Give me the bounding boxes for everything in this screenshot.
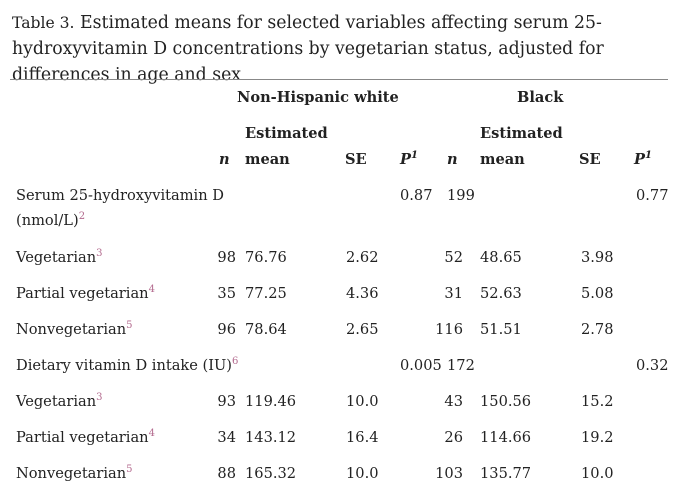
- cell-black-mean: 48.65: [480, 249, 522, 266]
- col-mean-white: mean: [245, 151, 290, 168]
- table-caption: Table 3. Estimated means for selected va…: [12, 10, 672, 88]
- top-rule: [10, 79, 668, 80]
- row-label: Partial vegetarian4: [16, 428, 155, 446]
- cell-black-n: 103: [435, 465, 463, 482]
- cell-white-n: 93: [217, 393, 236, 410]
- cell-black-se: 2.78: [581, 321, 614, 338]
- cell-white-mean: 165.32: [245, 465, 297, 482]
- group-header-black: Black: [517, 89, 564, 106]
- cell-black-n: 172: [447, 357, 475, 374]
- row-label: Partial vegetarian4: [16, 284, 155, 302]
- col-p-black-sup: 1: [644, 150, 652, 162]
- row-label: Dietary vitamin D intake (IU)6: [16, 356, 239, 374]
- col-mean-black: mean: [480, 151, 525, 168]
- row-label: Nonvegetarian5: [16, 464, 133, 482]
- cell-black-n: 116: [435, 321, 463, 338]
- col-se-white: SE: [345, 151, 367, 168]
- cell-black-se: 3.98: [581, 249, 614, 266]
- cell-white-n: 35: [217, 285, 236, 302]
- cell-white-mean: 77.25: [245, 285, 287, 302]
- col-se-black: SE: [579, 151, 601, 168]
- cell-white-mean: 143.12: [245, 429, 297, 446]
- table-label: Table 3.: [12, 14, 75, 32]
- cell-black-mean: 135.77: [480, 465, 532, 482]
- col-p-white-label: P: [400, 151, 411, 168]
- cell-white-se: 4.36: [346, 285, 379, 302]
- cell-black-mean: 51.51: [480, 321, 522, 338]
- caption-text: Estimated means for selected variables a…: [12, 13, 604, 85]
- cell-black-se: 5.08: [581, 285, 614, 302]
- col-n-black: n: [447, 151, 458, 168]
- cell-white-se: 2.65: [346, 321, 379, 338]
- row-label-continued: (nmol/L)2: [16, 211, 86, 229]
- cell-white-mean: 119.46: [245, 393, 297, 410]
- cell-white-mean: 78.64: [245, 321, 287, 338]
- cell-black-mean: 52.63: [480, 285, 522, 302]
- cell-white-p: 0.87: [400, 187, 433, 204]
- col-n-white: n: [219, 151, 230, 168]
- cell-white-n: 88: [217, 465, 236, 482]
- col-p-black: P1: [634, 151, 652, 169]
- cell-white-se: 10.0: [346, 393, 379, 410]
- cell-white-se: 16.4: [346, 429, 379, 446]
- cell-white-mean: 76.76: [245, 249, 287, 266]
- cell-black-se: 19.2: [581, 429, 614, 446]
- cell-white-n: 96: [217, 321, 236, 338]
- col-p-white: P1: [400, 151, 418, 169]
- row-label: Serum 25-hydroxyvitamin D: [16, 187, 224, 204]
- cell-black-n: 199: [447, 187, 475, 204]
- cell-white-p: 0.005: [400, 357, 442, 374]
- cell-white-n: 98: [217, 249, 236, 266]
- cell-black-p: 0.77: [636, 187, 669, 204]
- cell-black-mean: 114.66: [480, 429, 532, 446]
- cell-black-n: 26: [444, 429, 463, 446]
- cell-white-se: 10.0: [346, 465, 379, 482]
- cell-white-n: 34: [217, 429, 236, 446]
- cell-black-n: 43: [444, 393, 463, 410]
- col-p-white-sup: 1: [410, 150, 418, 162]
- cell-black-se: 10.0: [581, 465, 614, 482]
- col-estimated-white: Estimated: [245, 125, 328, 142]
- cell-black-mean: 150.56: [480, 393, 532, 410]
- col-estimated-black: Estimated: [480, 125, 563, 142]
- cell-black-p: 0.32: [636, 357, 669, 374]
- col-p-black-label: P: [634, 151, 645, 168]
- cell-black-n: 31: [444, 285, 463, 302]
- group-header-white: Non-Hispanic white: [237, 89, 399, 106]
- cell-white-se: 2.62: [346, 249, 379, 266]
- row-label: Nonvegetarian5: [16, 320, 133, 338]
- row-label: Vegetarian3: [16, 392, 103, 410]
- row-label: Vegetarian3: [16, 248, 103, 266]
- cell-black-se: 15.2: [581, 393, 614, 410]
- cell-black-n: 52: [444, 249, 463, 266]
